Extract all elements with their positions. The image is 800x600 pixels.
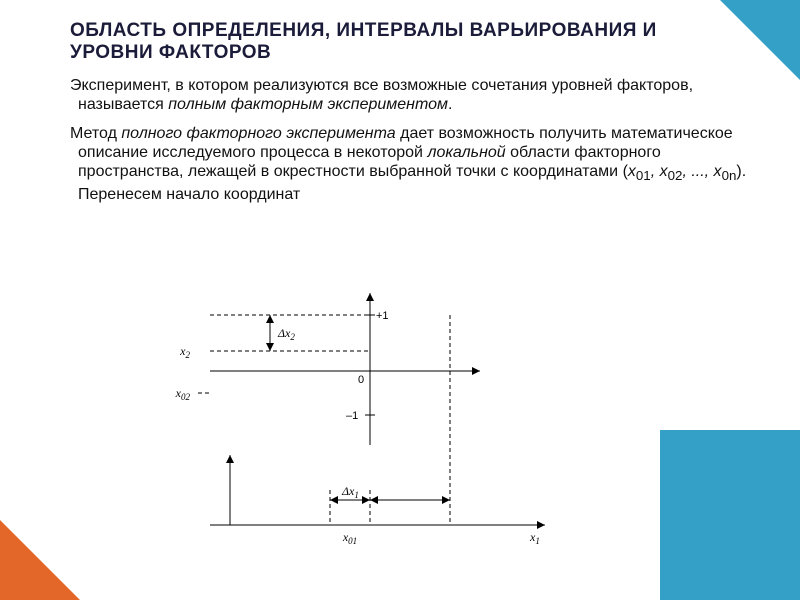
title-line-1: ОБЛАСТЬ ОПРЕДЕЛЕНИЯ, ИНТЕРВАЛЫ ВАРЬИРОВА… xyxy=(70,20,657,41)
svg-text:–1: –1 xyxy=(346,410,358,422)
slide-content: ОБЛАСТЬ ОПРЕДЕЛЕНИЯ, ИНТЕРВАЛЫ ВАРЬИРОВА… xyxy=(70,20,750,214)
p1-b: полным факторным экспериментом xyxy=(168,96,448,113)
p2-f: x xyxy=(628,163,636,180)
corner-blue-bar xyxy=(660,430,800,600)
svg-text:Δx1: Δx1 xyxy=(341,484,359,500)
p2-i: 02 xyxy=(668,169,683,184)
corner-bottom-triangle xyxy=(0,520,80,600)
p2-j: , ..., x xyxy=(682,163,721,180)
paragraph-1: Эксперимент, в котором реализуются все в… xyxy=(70,76,750,114)
p2-b: полного факторного эксперимента xyxy=(121,125,395,142)
svg-text:Δx2: Δx2 xyxy=(277,326,295,342)
page-title: ОБЛАСТЬ ОПРЕДЕЛЕНИЯ, ИНТЕРВАЛЫ ВАРЬИРОВА… xyxy=(70,20,750,64)
p2-k: 0n xyxy=(722,169,737,184)
p1-c: . xyxy=(448,96,452,113)
title-line-2: УРОВНИ ФАКТОРОВ xyxy=(70,42,271,63)
svg-text:x1: x1 xyxy=(529,530,540,546)
p2-d: локальной xyxy=(427,144,505,161)
p2-h: , x xyxy=(651,163,668,180)
svg-text:0: 0 xyxy=(358,374,364,386)
svg-text:+1: +1 xyxy=(376,310,389,322)
svg-text:x02: x02 xyxy=(175,386,191,402)
svg-text:x01: x01 xyxy=(342,530,357,546)
svg-text:x2: x2 xyxy=(179,344,190,360)
p2-a: Метод xyxy=(70,125,121,142)
paragraph-2: Метод полного факторного эксперимента да… xyxy=(70,124,750,204)
corner-top-triangle xyxy=(720,0,800,80)
factor-space-diagram: +1 0 –1 Δx2 x2 x02 Δx1 x01 x1 xyxy=(150,285,580,575)
p2-g: 01 xyxy=(636,169,651,184)
